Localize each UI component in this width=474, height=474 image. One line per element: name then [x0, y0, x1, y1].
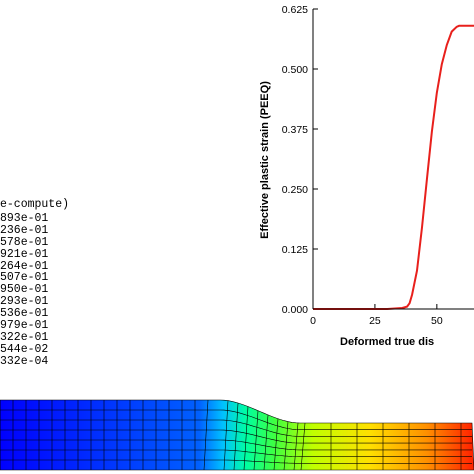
- y-tick-label: 0.500: [282, 64, 308, 76]
- legend-values: 893e-01 236e-01 578e-01 921e-01 264e-01 507e-…: [0, 213, 200, 368]
- y-tick-label: 0.125: [282, 244, 308, 256]
- mesh-line: [300, 422, 306, 471]
- x-tick-labels: 0 25 50: [310, 315, 443, 327]
- legend-value: 322e-01: [0, 330, 49, 344]
- y-tick-label: 0.250: [282, 184, 308, 196]
- contour-legend: e-compute) 893e-01 236e-01 578e-01 921e-01 2…: [0, 199, 200, 368]
- mesh-line: [203, 399, 209, 471]
- mesh-line: [0, 429, 472, 444]
- mesh-body: [0, 400, 474, 470]
- mesh-line: [283, 421, 289, 471]
- mesh-line: [0, 409, 472, 430]
- mesh-line: [263, 414, 269, 471]
- legend-value: 979e-01: [0, 319, 49, 333]
- mesh-grid-lines: [0, 399, 474, 471]
- legend-value: 536e-01: [0, 307, 49, 321]
- mesh-line: [0, 449, 472, 457]
- legend-value: 544e-02: [0, 342, 49, 356]
- mesh-line: [273, 418, 279, 471]
- mesh-line: [223, 400, 229, 471]
- legend-value: 507e-01: [0, 271, 49, 285]
- y-axis-title: Effective plastic strain (PEEQ): [259, 81, 271, 239]
- legend-value: 921e-01: [0, 247, 49, 261]
- legend-title: e-compute): [0, 198, 70, 211]
- y-tick-labels: 0.000 0.125 0.250 0.375 0.500 0.625: [282, 4, 308, 316]
- mesh-line: [233, 402, 239, 471]
- series-line-peeq: [313, 24, 474, 310]
- legend-value: 293e-01: [0, 295, 49, 309]
- legend-value: 893e-01: [0, 211, 49, 225]
- legend-value: 950e-01: [0, 283, 49, 297]
- peeq-line-chart: 0.000 0.125 0.250 0.375 0.500 0.625 0 25 50 Eff…: [259, 4, 474, 348]
- mesh-line: [0, 419, 472, 437]
- deformed-mesh-contour: [0, 399, 474, 471]
- y-tick-label: 0.625: [282, 4, 308, 16]
- y-tick-label: 0.000: [282, 304, 308, 316]
- legend-value: 236e-01: [0, 223, 49, 237]
- x-tick-label: 25: [369, 315, 381, 327]
- mesh-line: [243, 406, 249, 471]
- x-tick-label: 50: [431, 315, 443, 327]
- x-axis-title: Deformed true dis: [340, 336, 434, 348]
- legend-value: 264e-01: [0, 259, 49, 273]
- x-tick-label: 0: [310, 315, 316, 327]
- legend-value: 578e-01: [0, 235, 49, 249]
- mesh-line: [293, 422, 299, 471]
- mesh-line: [253, 410, 259, 471]
- mesh-line: [0, 459, 472, 464]
- legend-value: 332e-04: [0, 354, 49, 368]
- y-tick-label: 0.375: [282, 124, 308, 136]
